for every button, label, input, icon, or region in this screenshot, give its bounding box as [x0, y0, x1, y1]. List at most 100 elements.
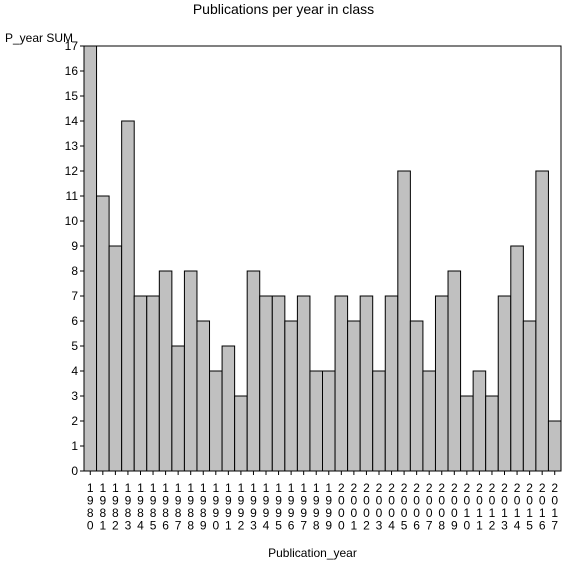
bar-2004 [384, 295, 399, 472]
x-axis: 1 9 8 0 1 9 8 1 1 9 8 2 1 9 8 3 1 9 8 4 1 9 8 5 1 9 8 6 1 9 8 7 1 9 8 8 1 9 8 9… [87, 471, 558, 533]
bar-2015 [522, 320, 537, 472]
bar-1982 [108, 245, 123, 472]
y-axis-label: P_year SUM [5, 31, 74, 45]
y-tick-label-12: 12 [65, 164, 79, 178]
y-tick-label-10: 10 [65, 214, 79, 228]
x-axis-label: Publication_year [268, 546, 357, 560]
bar-1989 [196, 320, 211, 472]
bar-1998 [309, 370, 324, 472]
y-tick-label-15: 15 [65, 89, 79, 103]
y-tick-label-11: 11 [66, 189, 79, 203]
plot-frame [83, 45, 562, 472]
bar-1987 [171, 345, 185, 472]
bar-2009 [447, 270, 462, 472]
bar-2014 [510, 245, 524, 472]
bar-2000 [334, 295, 349, 472]
y-tick-label-13: 13 [65, 139, 79, 153]
bar-2010 [460, 395, 474, 472]
y-tick-label-1: 1 [71, 439, 78, 453]
bar-2008 [434, 295, 449, 472]
bar-1999 [322, 370, 336, 472]
bar-1996 [284, 320, 298, 472]
bar-2016 [535, 170, 549, 472]
y-tick-label-16: 16 [65, 64, 79, 78]
y-tick-label-14: 14 [65, 114, 79, 128]
bars-group [83, 45, 562, 472]
bar-1990 [209, 370, 223, 472]
bar-2005 [397, 170, 411, 472]
bar-1983 [121, 120, 135, 472]
bar-1984 [133, 295, 148, 472]
y-tick-label-8: 8 [71, 264, 78, 278]
bar-2007 [422, 370, 436, 472]
bar-2006 [409, 320, 424, 472]
bar-2003 [372, 370, 386, 472]
bar-1993 [246, 270, 261, 472]
bar-2002 [359, 295, 374, 472]
y-tick-label-17: 17 [65, 39, 79, 53]
bar-1988 [183, 270, 198, 472]
y-tick-label-3: 3 [71, 389, 78, 403]
bar-1995 [271, 295, 286, 472]
bar-1986 [158, 270, 173, 472]
bar-1992 [234, 395, 248, 472]
bar-1991 [221, 345, 236, 472]
bar-2013 [497, 295, 512, 472]
bar-2011 [472, 370, 487, 472]
bar-1985 [146, 295, 160, 472]
bar-1997 [296, 295, 311, 472]
y-tick-label-9: 9 [71, 239, 78, 253]
bar-1981 [96, 195, 110, 472]
y-tick-label-5: 5 [71, 339, 78, 353]
y-tick-label-0: 0 [71, 464, 78, 478]
bar-1994 [259, 295, 273, 472]
bar-2012 [485, 395, 499, 472]
y-tick-label-4: 4 [71, 364, 78, 378]
y-tick-label-7: 7 [71, 289, 78, 303]
bar-2001 [347, 320, 361, 472]
bar-2017 [547, 420, 562, 472]
bar-1980 [83, 45, 98, 472]
y-tick-label-6: 6 [71, 314, 78, 328]
